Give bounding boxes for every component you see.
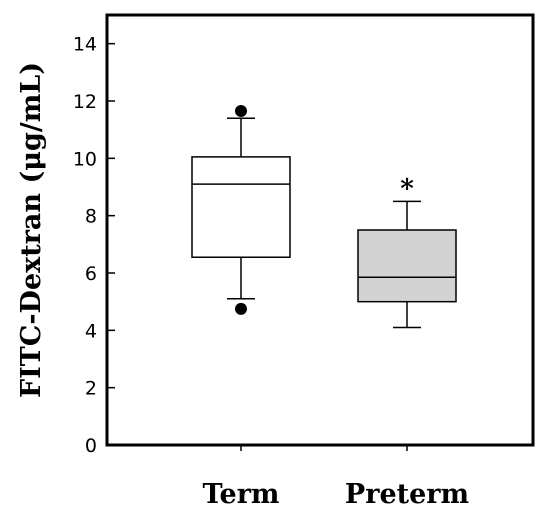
outlier-point [235,105,247,118]
x-category-label: Preterm [345,479,469,510]
plot-frame [105,13,535,447]
y-tick-label: 4 [85,320,97,342]
outlier-point [235,302,247,315]
y-tick-label: 14 [73,34,97,56]
box-term [191,105,291,315]
box-preterm: * [357,174,457,329]
box-rect [357,229,457,303]
y-axis: 0 2 4 6 8 10 12 14 [73,34,115,457]
y-tick-label: 0 [85,435,97,457]
y-tick-label: 10 [73,148,97,170]
y-tick-label: 8 [85,206,97,228]
y-tick-label: 2 [85,378,97,400]
y-axis-title: FITC-Dextran (μg/mL) [16,62,47,398]
x-axis: Term Preterm [203,445,469,510]
significance-marker: * [400,174,414,204]
y-tick-label: 6 [85,263,97,285]
y-tick-label: 12 [73,91,97,113]
x-category-label: Term [203,479,280,510]
boxes: * [191,105,457,329]
box-rect [191,156,291,258]
